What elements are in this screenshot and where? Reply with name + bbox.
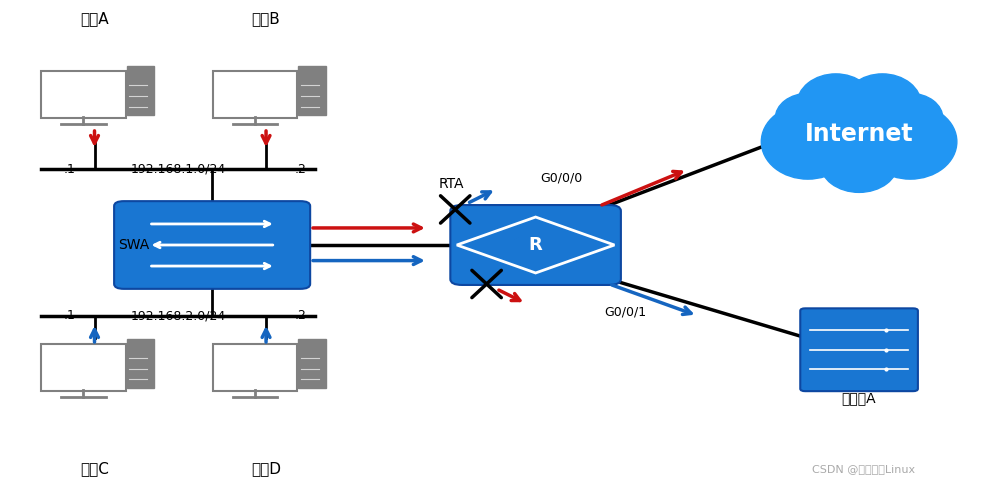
Text: 192.168.1.0/24: 192.168.1.0/24 [130, 163, 225, 176]
Ellipse shape [878, 94, 943, 143]
Text: .2: .2 [295, 163, 307, 176]
Text: Internet: Internet [805, 122, 913, 146]
Text: SWA: SWA [118, 238, 149, 252]
FancyBboxPatch shape [800, 308, 918, 391]
Text: RTA: RTA [438, 177, 464, 191]
Text: .2: .2 [295, 309, 307, 322]
Text: 主机A: 主机A [81, 11, 109, 26]
Ellipse shape [761, 104, 854, 179]
Text: R: R [529, 236, 543, 254]
FancyBboxPatch shape [298, 66, 325, 115]
FancyBboxPatch shape [127, 66, 154, 115]
FancyBboxPatch shape [298, 339, 325, 388]
Text: .1: .1 [64, 163, 76, 176]
FancyBboxPatch shape [114, 201, 311, 289]
FancyBboxPatch shape [212, 343, 298, 391]
Text: G0/0/1: G0/0/1 [605, 306, 647, 318]
Ellipse shape [776, 94, 840, 143]
Ellipse shape [843, 74, 921, 136]
FancyBboxPatch shape [212, 71, 298, 118]
FancyBboxPatch shape [127, 339, 154, 388]
Text: 主机D: 主机D [251, 462, 281, 477]
Ellipse shape [820, 133, 898, 193]
Ellipse shape [796, 74, 875, 136]
Ellipse shape [803, 87, 915, 173]
Text: 192.168.2.0/24: 192.168.2.0/24 [130, 309, 225, 322]
Text: CSDN @爱网络爱Linux: CSDN @爱网络爱Linux [812, 464, 915, 474]
Text: G0/0/0: G0/0/0 [541, 172, 583, 184]
FancyBboxPatch shape [41, 71, 126, 118]
Ellipse shape [864, 104, 956, 179]
Text: .1: .1 [64, 309, 76, 322]
Text: 主机B: 主机B [252, 11, 280, 26]
Text: 服务器A: 服务器A [841, 392, 877, 406]
Text: 主机C: 主机C [80, 462, 109, 477]
FancyBboxPatch shape [450, 205, 621, 285]
FancyBboxPatch shape [41, 343, 126, 391]
